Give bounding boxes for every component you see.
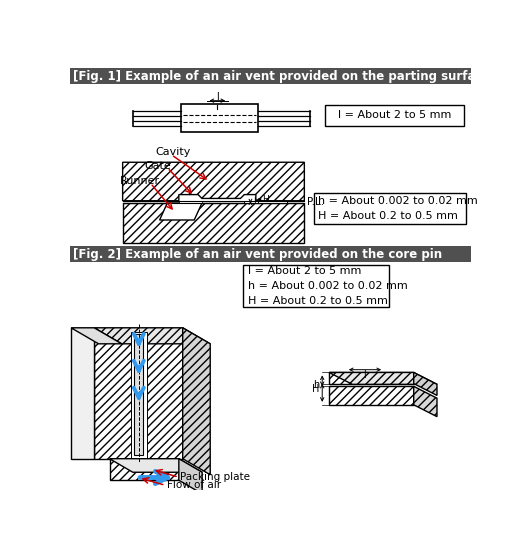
Text: h: h	[313, 380, 319, 390]
Text: H: H	[313, 384, 320, 394]
Text: Flow of air: Flow of air	[167, 480, 221, 491]
Bar	[245, 201, 287, 203]
Text: l: l	[216, 92, 219, 102]
Bar	[314, 193, 466, 224]
Text: l: l	[364, 370, 366, 380]
Polygon shape	[329, 372, 414, 383]
Text: Runner: Runner	[120, 177, 160, 186]
Bar	[70, 68, 471, 85]
Text: [Fig. 1] Example of an air vent provided on the parting surface: [Fig. 1] Example of an air vent provided…	[73, 70, 490, 83]
Polygon shape	[179, 459, 202, 494]
Text: Gate: Gate	[144, 161, 171, 171]
Bar	[70, 246, 471, 262]
Polygon shape	[329, 372, 437, 384]
Text: h = About 0.002 to 0.02 mm
H = About 0.2 to 0.5 mm: h = About 0.002 to 0.02 mm H = About 0.2…	[318, 196, 478, 221]
Bar	[181, 104, 258, 132]
Polygon shape	[183, 328, 210, 475]
Polygon shape	[123, 162, 305, 201]
Text: l = About 2 to 5 mm: l = About 2 to 5 mm	[338, 111, 451, 120]
Bar	[325, 104, 464, 126]
Polygon shape	[71, 328, 122, 344]
Polygon shape	[94, 328, 210, 344]
Polygon shape	[160, 203, 202, 220]
Text: h: h	[253, 197, 259, 206]
Polygon shape	[94, 328, 183, 459]
Text: Cavity: Cavity	[156, 147, 191, 157]
Polygon shape	[414, 372, 437, 395]
Text: [Fig. 2] Example of an air vent provided on the core pin: [Fig. 2] Example of an air vent provided…	[73, 248, 442, 261]
Polygon shape	[71, 328, 94, 459]
Polygon shape	[414, 386, 437, 417]
Polygon shape	[329, 386, 414, 405]
Text: H: H	[262, 195, 269, 205]
Polygon shape	[123, 203, 305, 243]
Polygon shape	[179, 201, 202, 203]
Text: Packing plate: Packing plate	[180, 472, 250, 482]
Polygon shape	[131, 332, 147, 459]
Polygon shape	[110, 459, 179, 480]
Text: P.L.: P.L.	[307, 196, 325, 206]
Polygon shape	[110, 459, 202, 472]
Text: l = About 2 to 5 mm
h = About 0.002 to 0.02 mm
H = About 0.2 to 0.5 mm: l = About 2 to 5 mm h = About 0.002 to 0…	[248, 266, 408, 306]
Bar	[243, 265, 389, 307]
Polygon shape	[134, 334, 143, 455]
